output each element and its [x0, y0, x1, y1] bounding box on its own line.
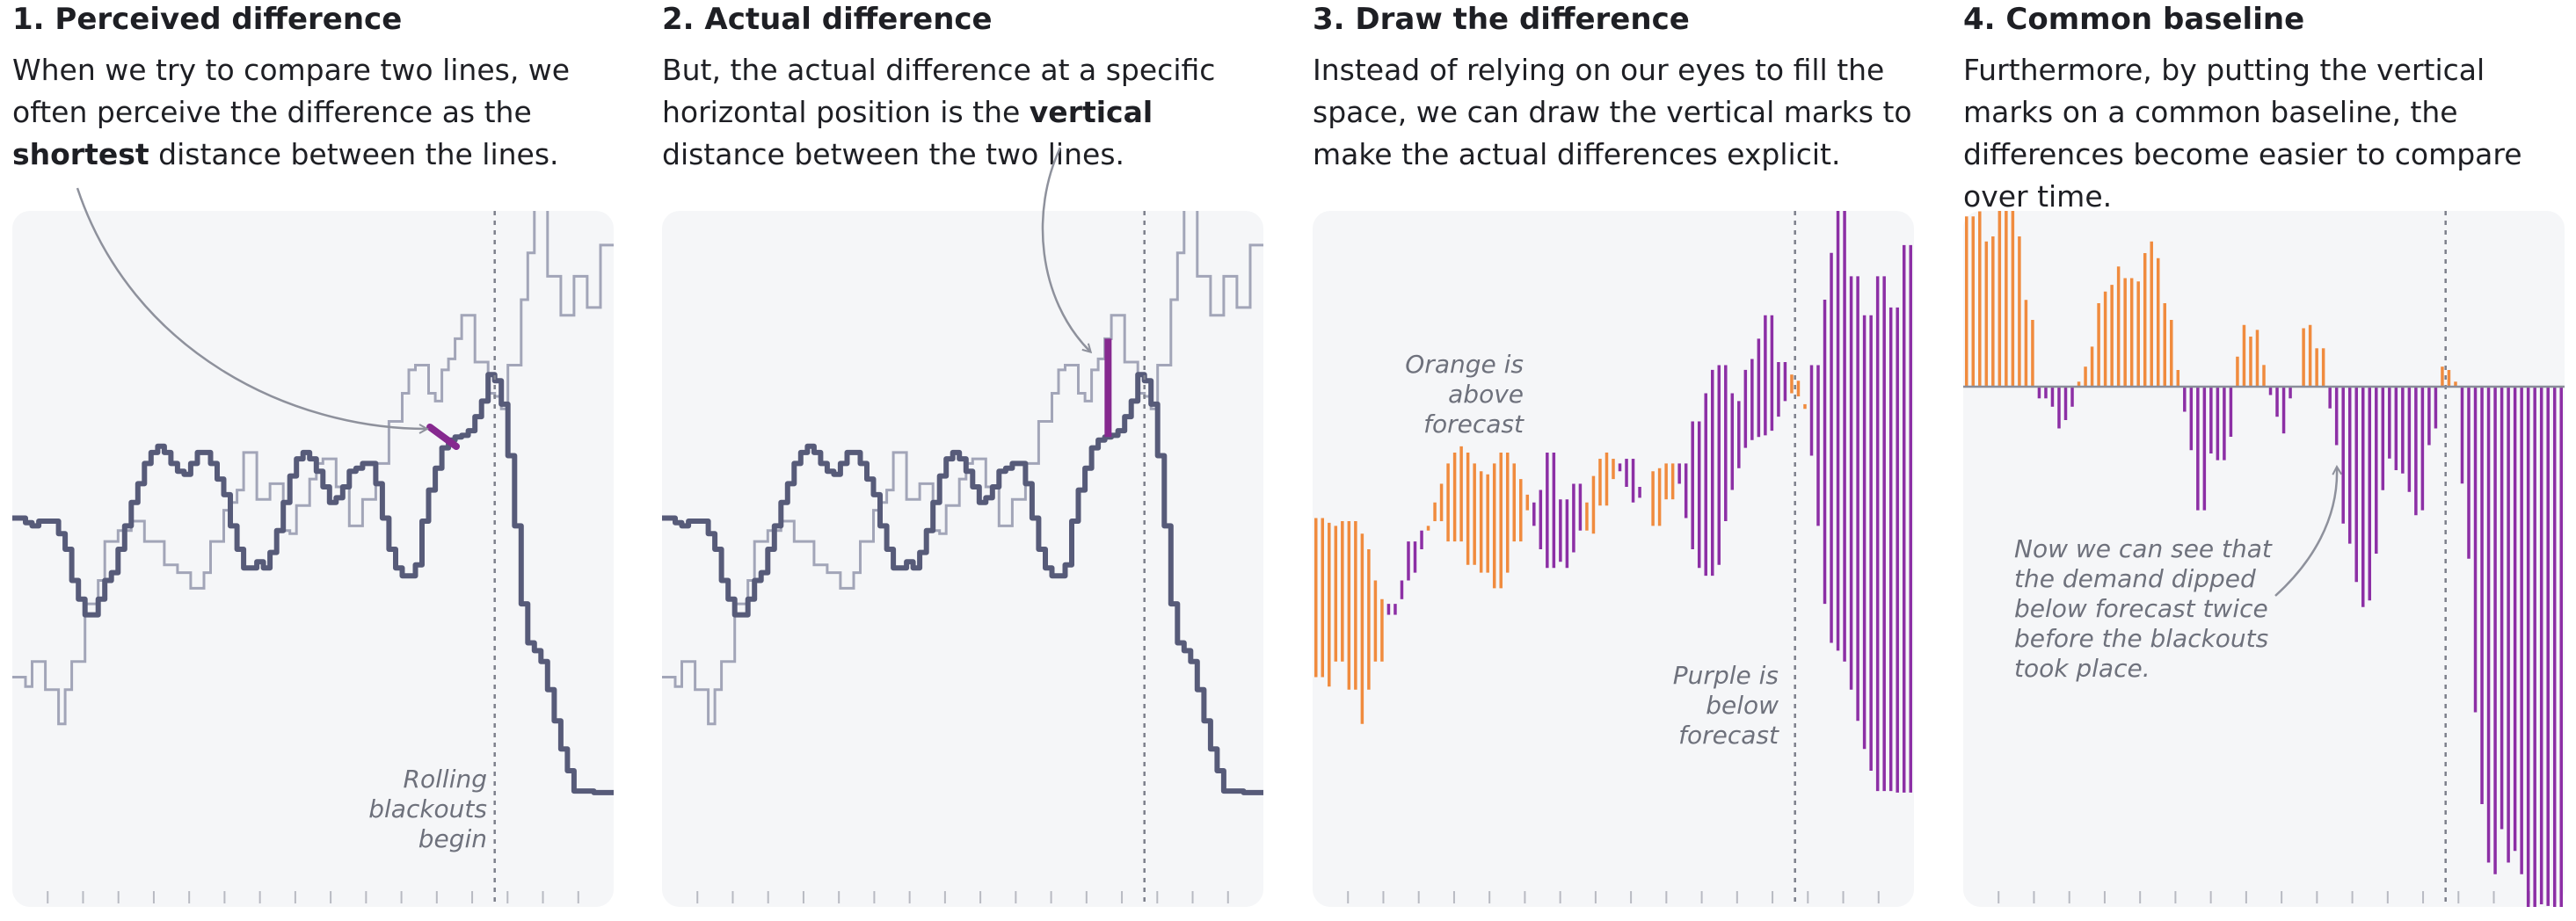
panel-title: 3. Draw the difference: [1313, 2, 1690, 37]
text-run: Instead of relying on our eyes to fill t…: [1313, 53, 1912, 171]
panel-description: Instead of relying on our eyes to fill t…: [1313, 49, 1919, 176]
text-run: distance between the lines.: [149, 137, 559, 171]
chart-area: Rolling blackouts begin: [12, 211, 614, 907]
difference-chart: [1314, 211, 1912, 907]
text-run: But, the actual difference at a specific…: [662, 53, 1216, 129]
shortest-distance-mark: [426, 424, 460, 450]
chart-area: [662, 211, 1263, 907]
text-run: distance between the two lines.: [662, 137, 1125, 171]
chart-area: Now we can see that the demand dipped be…: [1963, 211, 2565, 907]
baseline-chart: [1963, 211, 2565, 907]
text-run: When we try to compare two lines, we oft…: [12, 53, 571, 129]
text-run: Furthermore, by putting the vertical mar…: [1963, 53, 2522, 214]
chart-area: Orange is above forecast Purple is below…: [1313, 211, 1914, 907]
actual-demand-line: [662, 372, 1263, 795]
arrow-to-shortest-distance: [76, 187, 426, 429]
panel-description: Furthermore, by putting the vertical mar…: [1963, 49, 2570, 218]
line-chart: [12, 211, 614, 907]
panel-title: 4. Common baseline: [1963, 2, 2305, 37]
annotation-above-forecast: Orange is above forecast: [1405, 350, 1524, 439]
panel-description: When we try to compare two lines, we oft…: [12, 49, 619, 176]
annotation-demand-dips: Now we can see that the demand dipped be…: [2014, 534, 2272, 683]
panel-common-baseline: 4. Common baseline Furthermore, by putti…: [1963, 0, 2570, 921]
annotation-blackouts: Rolling blackouts begin: [368, 765, 487, 853]
panel-title: 2. Actual difference: [662, 2, 993, 37]
line-chart: [662, 211, 1263, 907]
arrow-to-demand-dips: [2274, 468, 2337, 597]
panel-draw-difference: 3. Draw the difference Instead of relyin…: [1313, 0, 1919, 921]
panel-actual-difference: 2. Actual difference But, the actual dif…: [662, 0, 1269, 921]
actual-demand-line: [12, 372, 614, 795]
arrow-to-vertical-distance: [1041, 147, 1090, 352]
panel-perceived-difference: 1. Perceived difference When we try to c…: [12, 0, 619, 921]
emphasis-word: vertical: [1029, 95, 1153, 129]
annotation-below-forecast: Purple is below forecast: [1672, 661, 1779, 750]
panel-description: But, the actual difference at a specific…: [662, 49, 1269, 176]
emphasis-word: shortest: [12, 137, 149, 171]
panel-title: 1. Perceived difference: [12, 2, 403, 37]
